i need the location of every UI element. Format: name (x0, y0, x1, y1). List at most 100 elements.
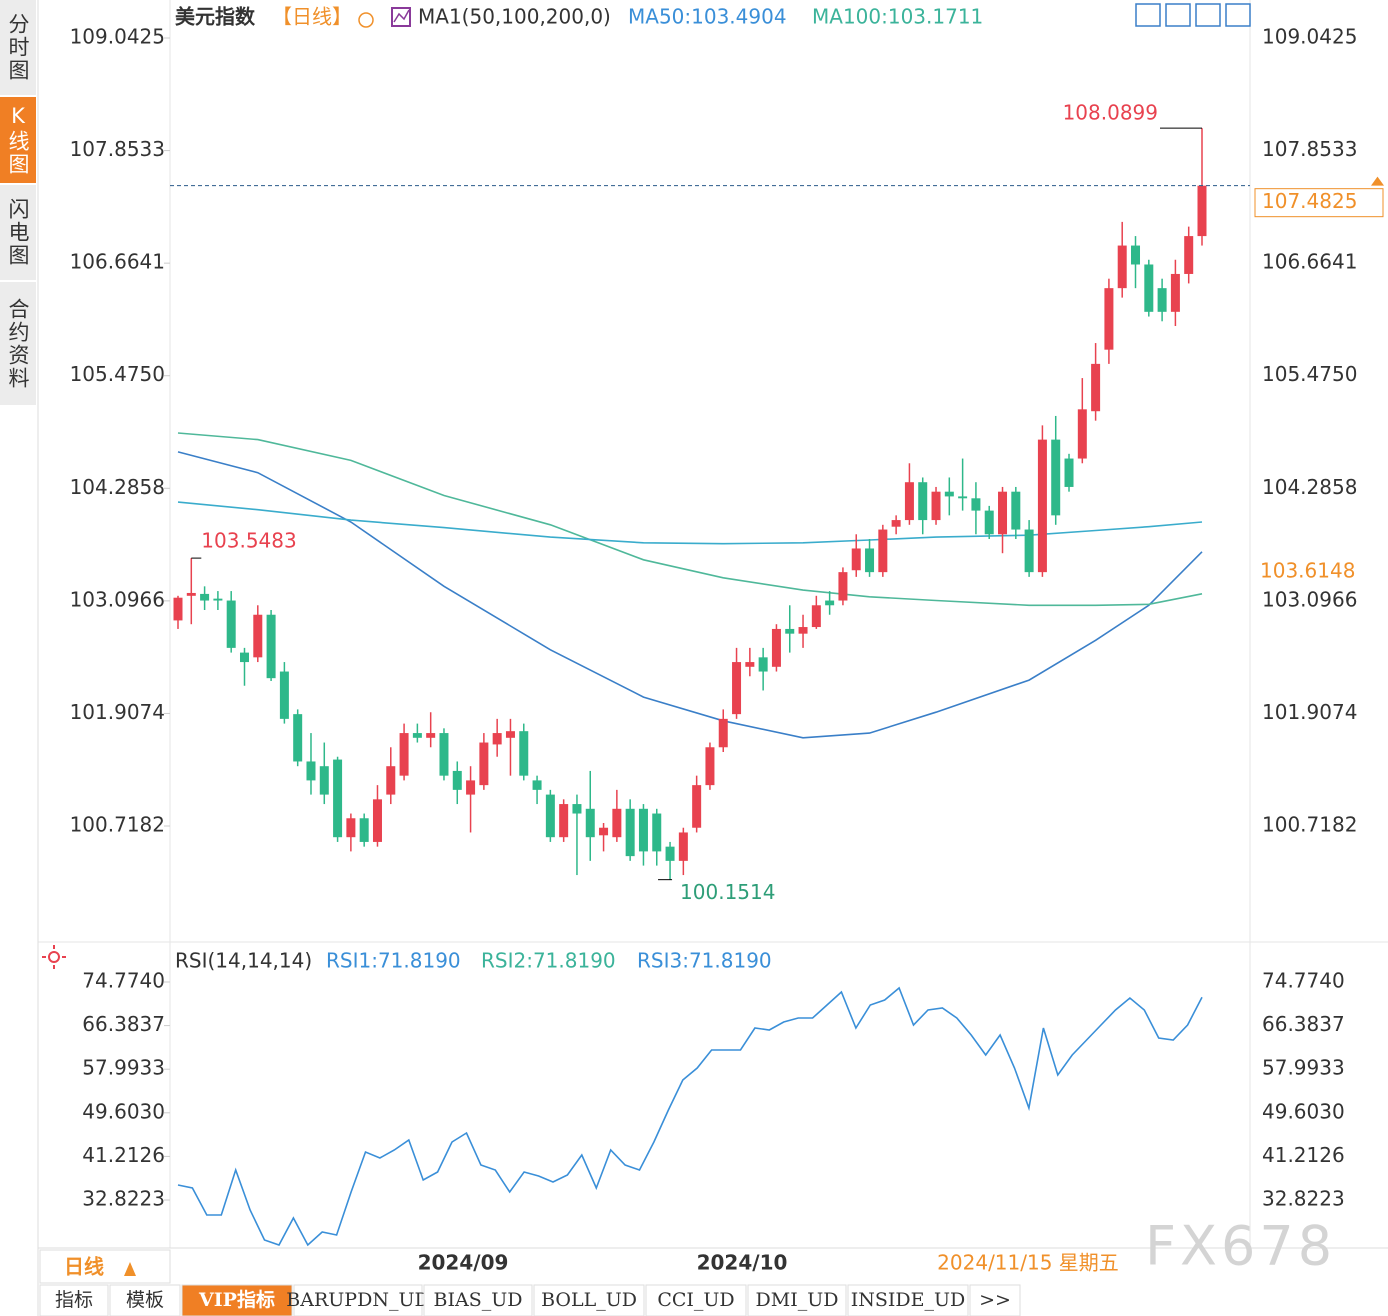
footer-tab[interactable] (293, 1284, 423, 1316)
candle-body (652, 813, 662, 852)
y-tick-label: 49.6030 (82, 1099, 165, 1123)
footer-tab-label[interactable]: BARUPDN_UD (286, 1289, 429, 1311)
side-tab[interactable]: 分时图 (0, 0, 36, 95)
candle-body (1037, 439, 1047, 573)
candle-body (599, 827, 609, 836)
candle-body (904, 482, 914, 521)
candle-body (426, 733, 436, 738)
candle-body (851, 548, 861, 571)
candle-body (372, 799, 382, 842)
candle-body (958, 496, 968, 499)
ma-value-label: 103.6148 (1260, 558, 1355, 582)
footer-tab[interactable] (645, 1284, 747, 1316)
period-box[interactable] (39, 1249, 171, 1284)
indicator-icon[interactable] (391, 7, 411, 27)
footer-tab-label[interactable]: BIAS_UD (434, 1289, 523, 1311)
price-arrow (1371, 176, 1384, 186)
footer-tab[interactable] (181, 1284, 293, 1316)
candle-body (386, 766, 396, 795)
candle-body (266, 614, 276, 679)
candle-body (918, 482, 928, 521)
footer-tab-label[interactable]: >> (979, 1289, 1011, 1311)
y-tick-label: 100.7182 (70, 813, 165, 837)
candle-body (213, 598, 223, 601)
ma-line (177, 451, 1203, 739)
candle-body (333, 759, 343, 838)
footer-tab-label[interactable]: INSIDE_UD (851, 1289, 966, 1311)
footer-tab[interactable] (109, 1284, 181, 1316)
candle-body (559, 804, 569, 838)
footer-tab-label[interactable]: BOLL_UD (541, 1289, 637, 1311)
side-tab[interactable]: 合约资料 (0, 282, 36, 405)
candle-body (1091, 363, 1101, 412)
ma-line (177, 432, 1203, 607)
y-tick-label: 104.2858 (1262, 475, 1357, 499)
footer-tab[interactable] (847, 1284, 969, 1316)
candle-body (532, 780, 542, 790)
candle-body (306, 761, 316, 781)
y-tick-label: 109.0425 (1262, 25, 1357, 49)
candle-body (1024, 529, 1034, 573)
y-tick-label: 104.2858 (70, 475, 165, 499)
indicator-label: MA1(50,100,200,0) (418, 5, 611, 29)
tool-button[interactable] (1135, 3, 1161, 27)
period-arrow (124, 1262, 136, 1276)
ma-legend: MA50:103.4904 (628, 5, 787, 29)
candle-body (439, 733, 449, 776)
y-tick-label: 109.0425 (70, 25, 165, 49)
footer-tab[interactable] (747, 1284, 847, 1316)
period[interactable]: 【日线】 (272, 5, 352, 29)
tool-button[interactable] (1195, 3, 1221, 27)
candle-body (692, 785, 702, 828)
y-tick-label: 74.7740 (1262, 968, 1345, 992)
candle-body (638, 808, 648, 852)
candle-body (718, 718, 728, 748)
candle-body (971, 498, 981, 511)
rsi-legend: RSI3:71.8190 (637, 949, 772, 973)
candle-body (758, 657, 768, 672)
y-tick-label: 41.2126 (82, 1143, 165, 1167)
candle-body (1184, 236, 1194, 274)
footer-period[interactable]: 日线 (64, 1255, 104, 1279)
candle-body (1051, 439, 1061, 516)
footer-tab[interactable] (969, 1284, 1021, 1316)
y-tick-label: 107.8533 (70, 137, 165, 161)
tool-button[interactable] (1225, 3, 1251, 27)
candle-body (585, 808, 595, 838)
candle-body (293, 714, 303, 762)
watermark: FX678 (1145, 1215, 1336, 1278)
ma-line (177, 501, 1203, 545)
current-date: 2024/11/15 星期五 (937, 1251, 1119, 1275)
y-tick-label: 66.3837 (82, 1012, 165, 1036)
footer-tab-label[interactable]: 模板 (126, 1289, 164, 1311)
side-tab[interactable]: 闪电图 (0, 185, 36, 280)
toggle-icon[interactable] (358, 12, 374, 28)
footer-tab[interactable] (423, 1284, 533, 1316)
candle-body (665, 846, 675, 861)
candle-body (771, 628, 781, 667)
side-tab[interactable]: K线图 (0, 97, 36, 183)
footer-tab[interactable] (533, 1284, 645, 1316)
footer-tab-label[interactable]: CCI_UD (657, 1289, 734, 1311)
rsi-legend: RSI2:71.8190 (481, 949, 616, 973)
y-tick-label: 103.0966 (1262, 587, 1357, 611)
candle-body (466, 780, 476, 795)
candle-body (811, 605, 821, 628)
candle-body (785, 628, 795, 634)
candle-body (226, 600, 236, 648)
candle-body (186, 592, 196, 596)
y-tick-label: 106.6641 (70, 250, 165, 274)
indicator-icon-line (393, 9, 410, 23)
footer-tab[interactable] (39, 1284, 109, 1316)
candle-body (878, 529, 888, 573)
candle-body (1131, 245, 1141, 265)
footer-tab-label[interactable]: VIP指标 (198, 1289, 275, 1311)
candle-body (745, 662, 755, 667)
footer-tab-label[interactable]: DMI_UD (756, 1289, 839, 1311)
y-tick-label: 101.9074 (70, 700, 165, 724)
y-tick-label: 101.9074 (1262, 700, 1357, 724)
tool-button[interactable] (1165, 3, 1191, 27)
footer-tab-label[interactable]: 指标 (55, 1289, 93, 1311)
candle-body (865, 548, 875, 573)
